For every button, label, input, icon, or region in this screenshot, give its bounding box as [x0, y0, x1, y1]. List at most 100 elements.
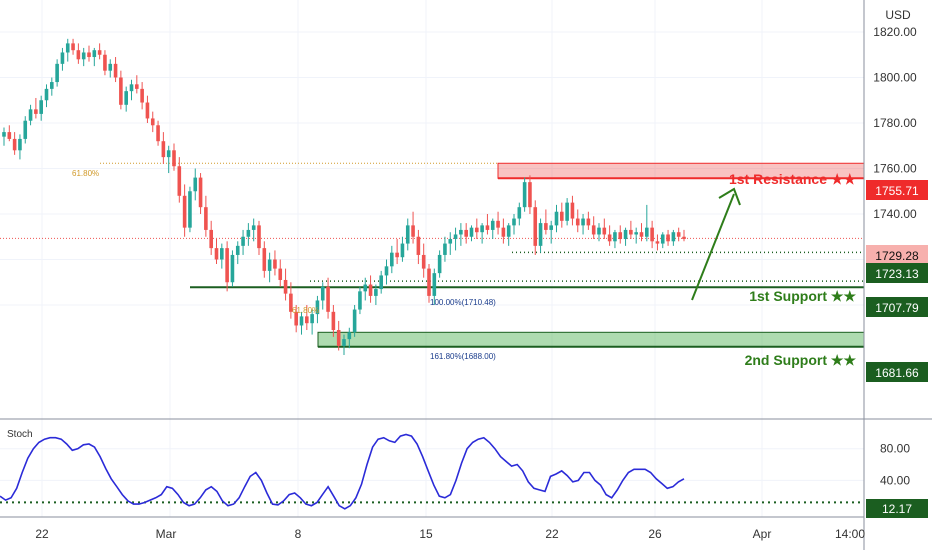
candle-body [65, 43, 70, 53]
candle [150, 111, 155, 133]
candle [161, 132, 166, 164]
current-price-badge-text: 1729.28 [875, 249, 919, 263]
time-tick-label: 22 [545, 527, 559, 541]
candle [188, 186, 192, 233]
candle-body [416, 236, 421, 255]
candle-body [549, 225, 553, 230]
candle-body [76, 50, 81, 60]
candle-body [432, 273, 437, 296]
candle [666, 229, 670, 246]
candle-body [613, 232, 617, 242]
candle [517, 202, 522, 226]
candle-body [421, 254, 426, 269]
candle-body [405, 225, 410, 244]
candle [597, 223, 601, 242]
candle [172, 143, 176, 171]
currency-label: USD [885, 8, 911, 22]
candle [60, 47, 65, 71]
time-tick-label: 22 [35, 527, 49, 541]
candle-body [602, 227, 607, 235]
candle-body [320, 286, 325, 301]
projection-arrow [691, 187, 741, 301]
candle-body [352, 309, 357, 333]
candle-body [273, 259, 277, 269]
candle [204, 195, 208, 237]
candle-body [660, 234, 665, 244]
candle [140, 82, 144, 110]
candle-body [655, 241, 660, 244]
candle [76, 43, 81, 64]
candle-body [453, 234, 458, 240]
candle-body [443, 243, 447, 255]
support2-badge-text: 1681.66 [875, 366, 919, 380]
fib-small-label: 61.80% [292, 306, 319, 315]
candle [347, 327, 352, 349]
candle [262, 241, 267, 278]
candle [145, 95, 150, 123]
candle [490, 218, 495, 240]
candle [113, 57, 118, 83]
candle-body [395, 252, 399, 258]
candle [607, 225, 612, 246]
candle [549, 220, 553, 244]
candle-body [469, 227, 474, 237]
candle [305, 305, 309, 331]
candle-body [23, 120, 28, 139]
candle-body [172, 150, 176, 167]
candle [501, 218, 506, 244]
support1-annotation: 1st Support ★★ [749, 288, 856, 304]
candle-body [597, 227, 601, 235]
candle-body [533, 207, 538, 246]
candle-body [7, 132, 12, 139]
candle-body [124, 91, 128, 105]
candle-body [496, 220, 500, 228]
candle-body [629, 229, 633, 235]
candle [18, 134, 22, 160]
candle [416, 229, 421, 265]
candle-body [129, 84, 134, 92]
candle [209, 220, 213, 255]
candle [103, 50, 107, 76]
candle [613, 229, 617, 249]
candle-body [459, 229, 463, 235]
candle [374, 284, 378, 305]
candle [166, 145, 171, 174]
candle [310, 309, 314, 335]
candle [257, 220, 261, 255]
support1-badge-text: 1707.79 [875, 301, 919, 315]
resistance-badge-text: 1755.71 [875, 184, 919, 198]
candle [480, 223, 484, 244]
candle-body [305, 316, 309, 324]
candle [235, 241, 240, 265]
arrow-shaft [691, 193, 735, 301]
candle-body [310, 314, 314, 324]
candle-body [336, 330, 341, 346]
grid-lines [0, 0, 864, 517]
candle [81, 47, 86, 67]
candle-body [50, 82, 54, 89]
stoch-tick-label: 80.00 [880, 442, 910, 456]
candle-body [347, 332, 352, 340]
candle-body [81, 52, 86, 60]
candle [528, 175, 532, 214]
candle-body [575, 218, 580, 226]
candle-body [225, 248, 229, 283]
candle-body [464, 229, 468, 237]
candle-body [639, 232, 644, 237]
candle [655, 234, 660, 251]
candle [453, 227, 458, 251]
candle [629, 220, 633, 240]
candle-body [166, 150, 171, 158]
candle [554, 204, 559, 233]
candle [278, 259, 283, 287]
candle [363, 277, 368, 301]
candle-body [145, 102, 150, 119]
candle [432, 268, 437, 305]
candle-body [634, 232, 638, 235]
support1-badge: 1707.79 [866, 297, 928, 317]
candle [97, 43, 102, 60]
candle [129, 79, 134, 101]
support2-annotation: 2nd Support ★★ [745, 352, 857, 368]
candle-body [475, 227, 479, 233]
